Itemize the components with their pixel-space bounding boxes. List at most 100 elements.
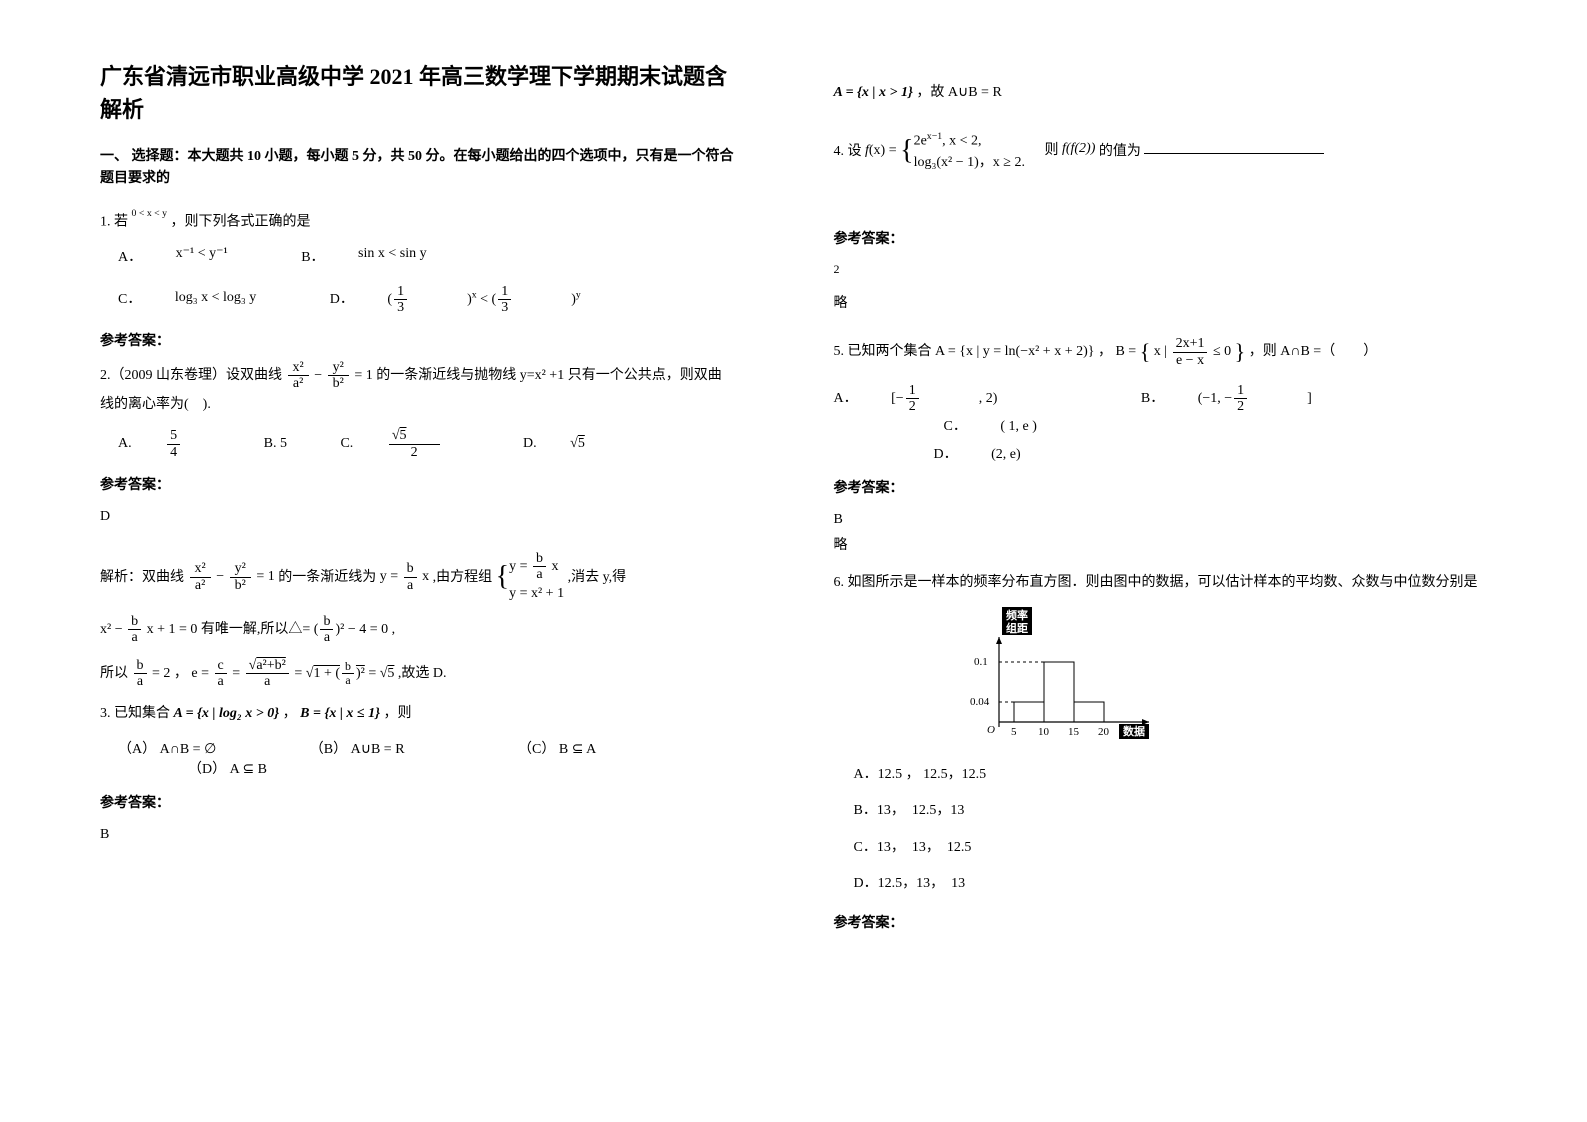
q2-sol-c: ,由方程组 [433,569,493,584]
q2-sol-eq2: y = ba x [380,569,433,584]
xtick-15: 15 [1068,726,1080,738]
q4-blank [1144,153,1324,154]
chart-svg: 频率 组距 0.1 0.04 O 5 10 15 20 [954,607,1164,747]
xtick-5: 5 [1011,726,1017,738]
q2-sol-eq4: (ba)² − 4 = 0 [314,622,392,637]
q2-sol-b: 的一条渐近线为 [278,569,376,584]
q1-opts-row2: C． log₃ x < log₃ y D． (13)x < (13)y [118,284,734,316]
xlabel: 数据 [1123,724,1145,738]
q2-sol-sys: { y = ba x y = x² + 1 [496,569,568,584]
q5-oD: (2, e) [991,447,1021,462]
q1-ans-label: 参考答案： [100,330,734,350]
q2-sol-e: 有唯一解,所以△= [201,622,310,637]
q4-skip: 略 [834,291,1508,318]
q3-oC: （C） B ⊆ A [518,742,626,757]
q3-oD: （D） A ⊆ B [188,762,297,777]
page-title: 广东省清远市职业高级中学 2021 年高三数学理下学期期末试题含解析 [100,60,734,126]
q3: 3. 已知集合 A = {x | log₂ x > 0} ， B = {x | … [100,701,734,728]
q2-sol-i: ,故选 D. [398,666,447,681]
xtick-10: 10 [1038,726,1050,738]
q5-B: B = { x | 2x+1e − x ≤ 0 } [1115,344,1248,359]
q1-D: (13)x < (13)y [387,292,580,307]
q2-eq: x²a² − y²b² = 1 [286,368,377,383]
q5-oC-pre: C． [944,419,967,434]
q5-ans: B [834,507,1508,534]
q5-pre: 5. 已知两个集合 [834,344,932,359]
origin-label: O [987,724,995,736]
q2-A-val: 54 [167,428,210,460]
q5-A: A = {x | y = ln(−x² + x + 2)} [935,344,1094,359]
q2-sol-line2: x² − ba x + 1 = 0 有唯一解,所以△= (ba)² − 4 = … [100,614,734,646]
q2-opts: A. 54 B. 5 C. √52 D. √5 [118,428,734,460]
q4-f: f(f(2)) [1062,141,1095,156]
q3-B: B = {x | x ≤ 1} [300,706,380,721]
q1-opts-row1: A． x⁻¹ < y⁻¹ B． sin x < sin y [118,246,734,266]
q3-tail: ，则 [383,706,411,721]
q5-sep1: ， [1098,344,1112,359]
q3-A: A = {x | log₂ x > 0} [174,706,280,721]
q1-B-pre: B． [301,250,324,265]
q2-sol-eq6: e = ca = √a²+b²a = √1 + (ba)² = √5 [191,666,398,681]
right-column: A = {x | x > 1} ，故 A∪B = R 4. 设 f(x) = {… [794,0,1587,1122]
histogram-chart: 频率 组距 0.1 0.04 O 5 10 15 20 [954,607,1508,752]
ylabel-top: 频率 [1006,608,1028,622]
q1-tail: ，则下列各式正确的是 [171,214,311,229]
ytick-1: 0.1 [974,656,988,668]
q5-oB-pre: B． [1141,391,1164,406]
q2-sol-f: , [392,622,396,637]
q1-B: sin x < sin y [358,246,427,261]
bar-2 [1044,662,1074,722]
q4-pre: 4. 设 [834,143,862,158]
q2-sol-line3: 所以 ba = 2 ， e = ca = √a²+b²a = √1 + (ba)… [100,658,734,690]
q1: 1. 若 0 < x < y ，则下列各式正确的是 [100,209,734,236]
q1-C-pre: C． [118,292,141,307]
q5-skip: 略 [834,533,1508,560]
q4-func: f(x) = { 2ex−1, x < 2, log₃(x² − 1)，x ≥ … [865,143,1028,158]
q6-oB: B．13， 12.5，13 [854,798,1508,825]
section-instructions: 一、 选择题：本大题共 10 小题，每小题 5 分，共 50 分。在每小题给出的… [100,146,734,191]
q2-sol-a: 解析：双曲线 [100,569,184,584]
q2-C-pre: C. [340,436,353,451]
q5-ans-label: 参考答案： [834,477,1508,497]
q1-A-pre: A． [118,250,142,265]
q2-sol-g: 所以 [100,666,128,681]
q2-sol-eq1: x²a² − y²b² = 1 [188,569,279,584]
bar-3 [1074,702,1104,722]
q3-ans: B [100,822,734,849]
q2-ans-label: 参考答案： [100,474,734,494]
q2-ans: D [100,504,734,531]
q2-B: B. 5 [264,436,287,451]
q3-oA: （A） A∩B = ∅ [118,742,246,757]
q5-tail: ，则 A∩B =（ ） [1249,344,1377,359]
q1-cond: 0 < x < y [132,208,168,219]
q2-D-pre: D. [523,436,537,451]
q3-comma: ， [283,706,297,721]
q6: 6. 如图所示是一样本的频率分布直方图．则由图中的数据，可以估计样本的平均数、众… [834,570,1508,597]
q2-sol-d: ,消去 y,得 [568,569,627,584]
q1-A: x⁻¹ < y⁻¹ [176,246,228,261]
q4-ans-label: 参考答案： [834,228,1508,248]
q4: 4. 设 f(x) = { 2ex−1, x < 2, log₃(x² − 1)… [834,125,1508,178]
ylabel-bot: 组距 [1006,621,1028,635]
q6-oC: C．13， 13， 12.5 [854,835,1508,862]
q3-concl-a: A = {x | x > 1} [834,85,913,100]
q5: 5. 已知两个集合 A = {x | y = ln(−x² + x + 2)} … [834,331,1508,373]
q4-ans: 2 [834,258,1508,281]
q5-oA-pre: A． [834,391,858,406]
q3-concl-b: ，故 A∪B = R [916,85,1001,100]
q2-C-val: √52 [389,428,470,460]
q3-oB: （B） A∪B = R [310,742,435,757]
q3-ans-label: 参考答案： [100,792,734,812]
q6-oD: D．12.5，13， 13 [854,871,1508,898]
q5-oB: (−1, −12] [1198,391,1312,406]
q1-stem: 1. 若 [100,214,128,229]
q6-oA: A．12.5 ， 12.5，12.5 [854,762,1508,789]
q5-opts-row2: D． (2, e) [934,443,1508,463]
q4-tail: 则 [1044,143,1058,158]
q4-val: 的值为 [1099,143,1141,158]
q2-A-pre: A. [118,436,132,451]
q2-sol-eq5: ba = 2 [132,666,174,681]
ytick-2: 0.04 [970,696,990,708]
q6-ans-label: 参考答案： [834,912,1508,932]
q1-D-pre: D． [330,292,354,307]
